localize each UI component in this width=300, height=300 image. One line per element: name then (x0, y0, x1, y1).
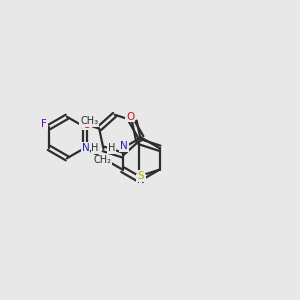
Text: F: F (41, 119, 47, 129)
Text: N: N (82, 143, 89, 153)
Text: CH₃: CH₃ (80, 116, 98, 126)
Text: N: N (120, 141, 128, 151)
Text: CH₂: CH₂ (94, 155, 112, 165)
Text: S: S (137, 171, 144, 181)
Text: O: O (83, 120, 91, 130)
Text: H: H (91, 143, 99, 153)
Text: H: H (108, 143, 115, 153)
Text: O: O (126, 112, 134, 122)
Text: N: N (137, 175, 145, 185)
